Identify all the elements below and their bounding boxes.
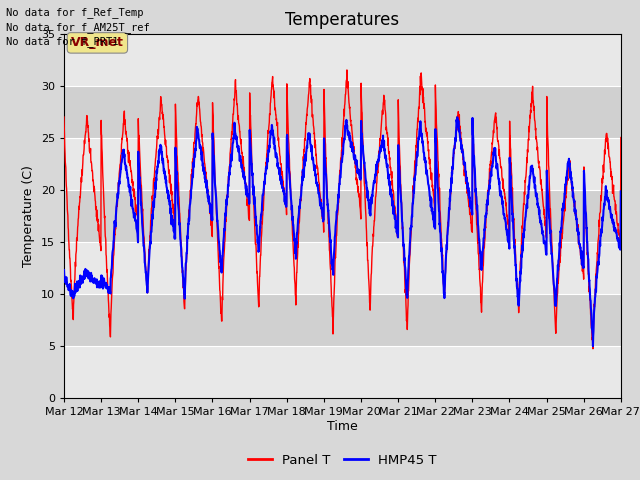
HMP45 T (568, 180, 575, 186)
Bar (64, 242, 621, 294)
Text: No data for f_AM25T_ref: No data for f_AM25T_ref (6, 22, 150, 33)
Panel T (359, 132, 367, 138)
Panel T (371, 212, 379, 217)
Bar (64, 346, 621, 398)
Panel T (617, 134, 625, 140)
Bar (64, 294, 621, 346)
Text: No data for f_Ref_Temp: No data for f_Ref_Temp (6, 7, 144, 18)
Panel T (60, 114, 68, 120)
Line: HMP45 T: HMP45 T (64, 117, 621, 346)
HMP45 T (216, 242, 223, 248)
HMP45 T (617, 189, 625, 194)
HMP45 T (454, 114, 461, 120)
Text: No data for f_PRT1: No data for f_PRT1 (6, 36, 119, 47)
X-axis label: Time: Time (327, 420, 358, 433)
Panel T (589, 346, 596, 352)
Panel T (584, 252, 591, 258)
Panel T (216, 271, 223, 277)
Panel T (504, 222, 512, 228)
HMP45 T (358, 141, 366, 146)
Text: VR_met: VR_met (71, 36, 124, 49)
Y-axis label: Temperature (C): Temperature (C) (22, 165, 35, 267)
Panel T (343, 67, 351, 73)
HMP45 T (584, 239, 591, 245)
Bar (64, 86, 621, 138)
Bar (64, 138, 621, 190)
HMP45 T (504, 233, 512, 239)
Bar (64, 34, 621, 86)
HMP45 T (371, 180, 378, 186)
Panel T (568, 180, 575, 185)
Title: Temperatures: Temperatures (285, 11, 399, 29)
HMP45 T (589, 343, 596, 349)
Bar (64, 190, 621, 242)
Line: Panel T: Panel T (64, 70, 621, 349)
HMP45 T (60, 267, 68, 273)
Legend: Panel T, HMP45 T: Panel T, HMP45 T (243, 448, 442, 472)
